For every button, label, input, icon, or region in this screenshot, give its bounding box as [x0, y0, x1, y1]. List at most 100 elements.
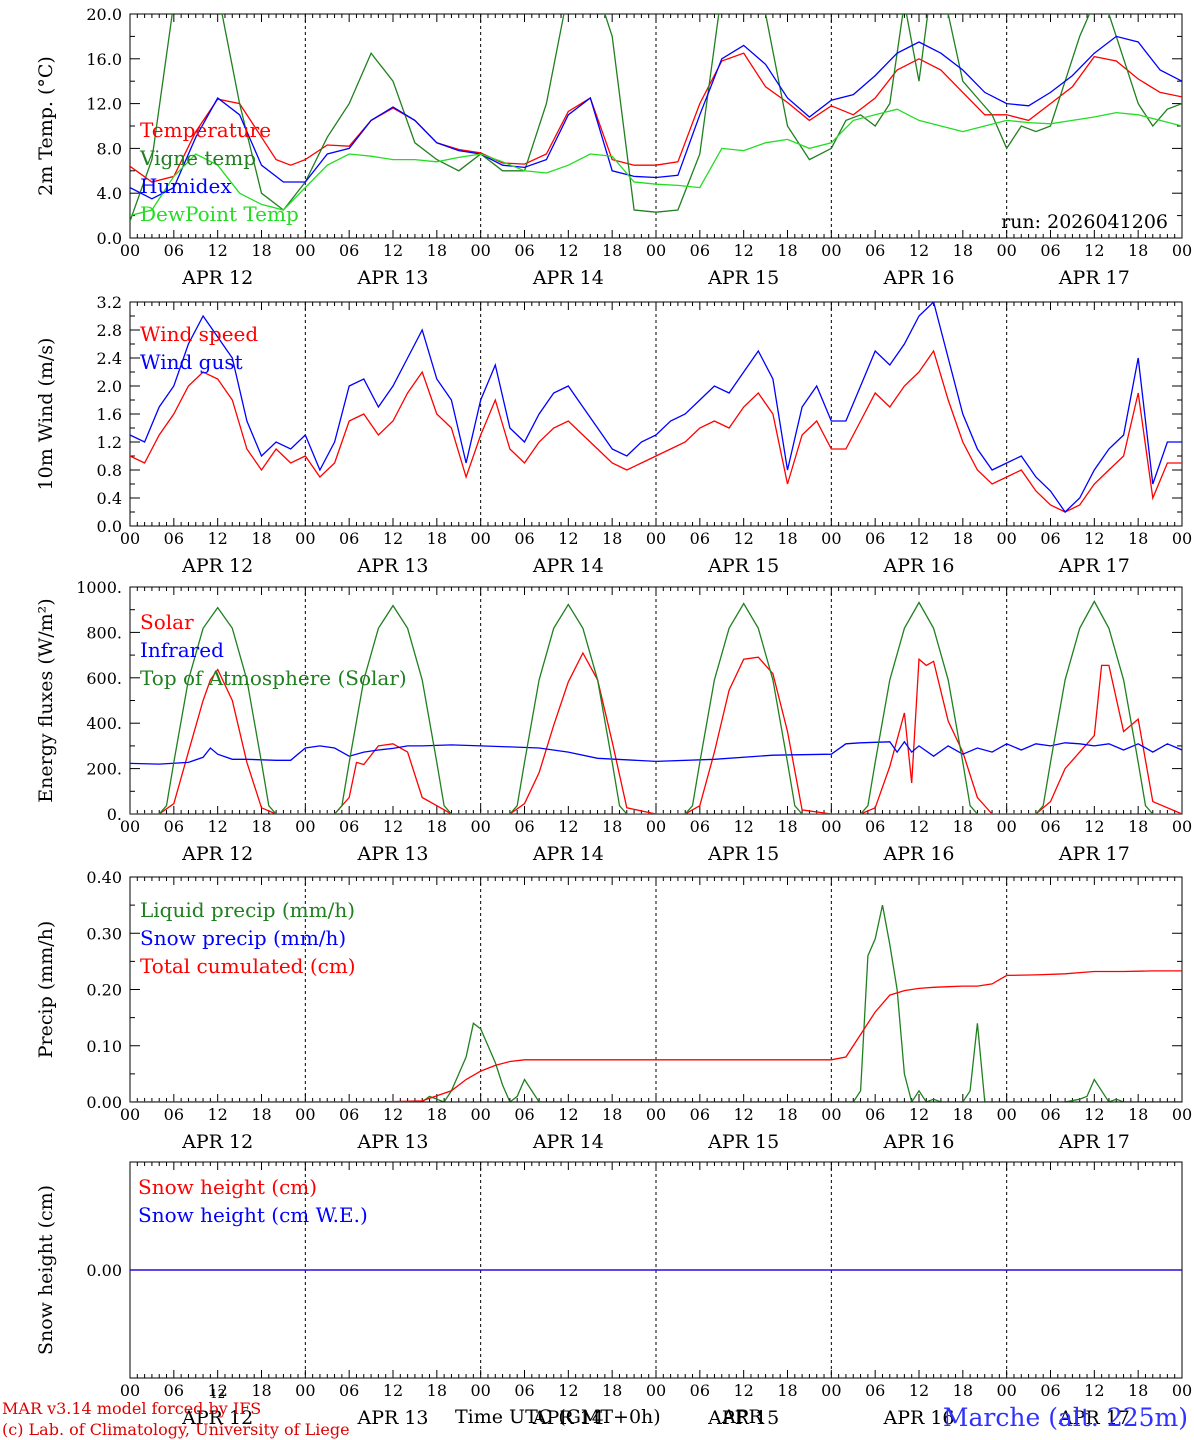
hour-label: 00	[646, 1381, 666, 1400]
y-tick-label: 2.0	[97, 377, 122, 396]
y-tick-label: 200.	[86, 760, 122, 779]
hour-label: 12	[909, 817, 929, 836]
hour-label: 12	[207, 241, 227, 260]
hour-label: 18	[251, 529, 271, 548]
day-label: APR 14	[532, 555, 604, 577]
hour-label: 12	[383, 1381, 403, 1400]
hour-label: 00	[996, 1381, 1016, 1400]
hour-label: 18	[777, 529, 797, 548]
day-label: APR 15	[707, 1407, 779, 1429]
hour-label: 06	[690, 241, 710, 260]
hour-label: 18	[1128, 1381, 1148, 1400]
hour-label: 12	[733, 241, 753, 260]
day-label: APR 15	[707, 843, 779, 865]
hour-label: 06	[1040, 529, 1060, 548]
hour-label: 00	[646, 817, 666, 836]
hour-label: 06	[865, 1105, 885, 1124]
series-liquid-precip-mm-h	[130, 904, 1182, 1102]
day-label: APR 15	[707, 1131, 779, 1153]
hour-label: 06	[865, 1381, 885, 1400]
hour-label: 06	[514, 1381, 534, 1400]
hour-label: 18	[953, 1381, 973, 1400]
day-label: APR 16	[882, 555, 954, 577]
hour-label: 00	[470, 817, 490, 836]
day-label: APR 12	[181, 555, 253, 577]
y-tick-label: 0.00	[86, 1261, 122, 1280]
hour-label: 18	[953, 529, 973, 548]
hour-label: 18	[602, 1105, 622, 1124]
y-tick-label: 600.	[86, 669, 122, 688]
series-total-cumulated-cm	[130, 970, 1182, 1102]
y-tick-label: 0.0	[97, 229, 122, 248]
y-tick-label: 0.20	[86, 981, 122, 1000]
hour-label: 18	[953, 1105, 973, 1124]
hour-label: 00	[295, 241, 315, 260]
legend-entry: Infrared	[140, 638, 224, 662]
legend-entry: Solar	[140, 610, 194, 634]
hour-label: 00	[120, 1105, 140, 1124]
legend-entry: Temperature	[140, 118, 271, 142]
hour-label: 06	[514, 529, 534, 548]
y-tick-label: 0.30	[86, 924, 122, 943]
hour-label: 18	[602, 241, 622, 260]
hour-label: 00	[821, 817, 841, 836]
hour-label: 06	[1040, 817, 1060, 836]
y-tick-label: 1.2	[97, 433, 122, 452]
hour-label: 12	[733, 529, 753, 548]
hour-label: 12	[558, 529, 578, 548]
hour-label: 18	[251, 1105, 271, 1124]
day-label: APR 17	[1058, 1131, 1130, 1153]
hour-label: 18	[427, 817, 447, 836]
day-label: APR 12	[181, 267, 253, 289]
day-label: APR 12	[181, 843, 253, 865]
y-tick-label: 3.2	[97, 293, 122, 312]
y-tick-label: 0.4	[97, 489, 122, 508]
y-tick-label: 16.0	[86, 50, 122, 69]
hour-label: 00	[295, 817, 315, 836]
y-tick-label: 4.0	[97, 184, 122, 203]
hour-label: 12	[909, 1381, 929, 1400]
y-tick-label: 0.	[107, 805, 122, 824]
hour-label: 00	[821, 1105, 841, 1124]
hour-label: 12	[733, 817, 753, 836]
day-label: APR 15	[707, 555, 779, 577]
y-tick-label: 1.6	[97, 405, 122, 424]
footer-model-line: MAR v3.14 model forced by IFS	[2, 1399, 261, 1418]
hour-label: 18	[1128, 1105, 1148, 1124]
y-axis-label: Precip (mm/h)	[35, 921, 57, 1059]
hour-label: 00	[120, 529, 140, 548]
hour-label: 12	[383, 529, 403, 548]
y-tick-label: 0.40	[86, 868, 122, 887]
hour-label: 00	[996, 1105, 1016, 1124]
hour-label: 18	[251, 1381, 271, 1400]
hour-label: 12	[1084, 1105, 1104, 1124]
hour-label: 18	[953, 817, 973, 836]
day-label: APR 17	[1058, 843, 1130, 865]
y-tick-label: 0.0	[97, 517, 122, 536]
hour-label: 00	[821, 529, 841, 548]
hour-label: 12	[909, 1105, 929, 1124]
hour-label: 12	[207, 1105, 227, 1124]
hour-label: 12	[383, 241, 403, 260]
hour-label: 06	[865, 529, 885, 548]
hour-label: 18	[427, 529, 447, 548]
footer-lab-line: (c) Lab. of Climatology, University of L…	[2, 1420, 350, 1439]
hour-label: 18	[251, 241, 271, 260]
hour-label: 00	[470, 241, 490, 260]
hour-label: 18	[602, 817, 622, 836]
y-tick-label: 0.10	[86, 1037, 122, 1056]
hour-label: 18	[602, 529, 622, 548]
panel-4: 00 06 12 18 00 06 12 18 00 06 12 18 00 06 12 18 00 06 12 18…	[35, 868, 1192, 1153]
hour-label: 12	[1084, 817, 1104, 836]
hour-label: 00	[295, 529, 315, 548]
hour-label: 06	[339, 817, 359, 836]
hour-label: 00	[470, 1105, 490, 1124]
y-tick-label: 8.0	[97, 139, 122, 158]
y-axis-label: Energy fluxes (W/m²)	[35, 598, 57, 802]
hour-label: 18	[777, 241, 797, 260]
hour-label: 12	[383, 817, 403, 836]
hour-label: 18	[777, 1105, 797, 1124]
hour-label: 12	[1084, 241, 1104, 260]
day-label: APR 17	[1058, 267, 1130, 289]
hour-label: 00	[1172, 1381, 1192, 1400]
